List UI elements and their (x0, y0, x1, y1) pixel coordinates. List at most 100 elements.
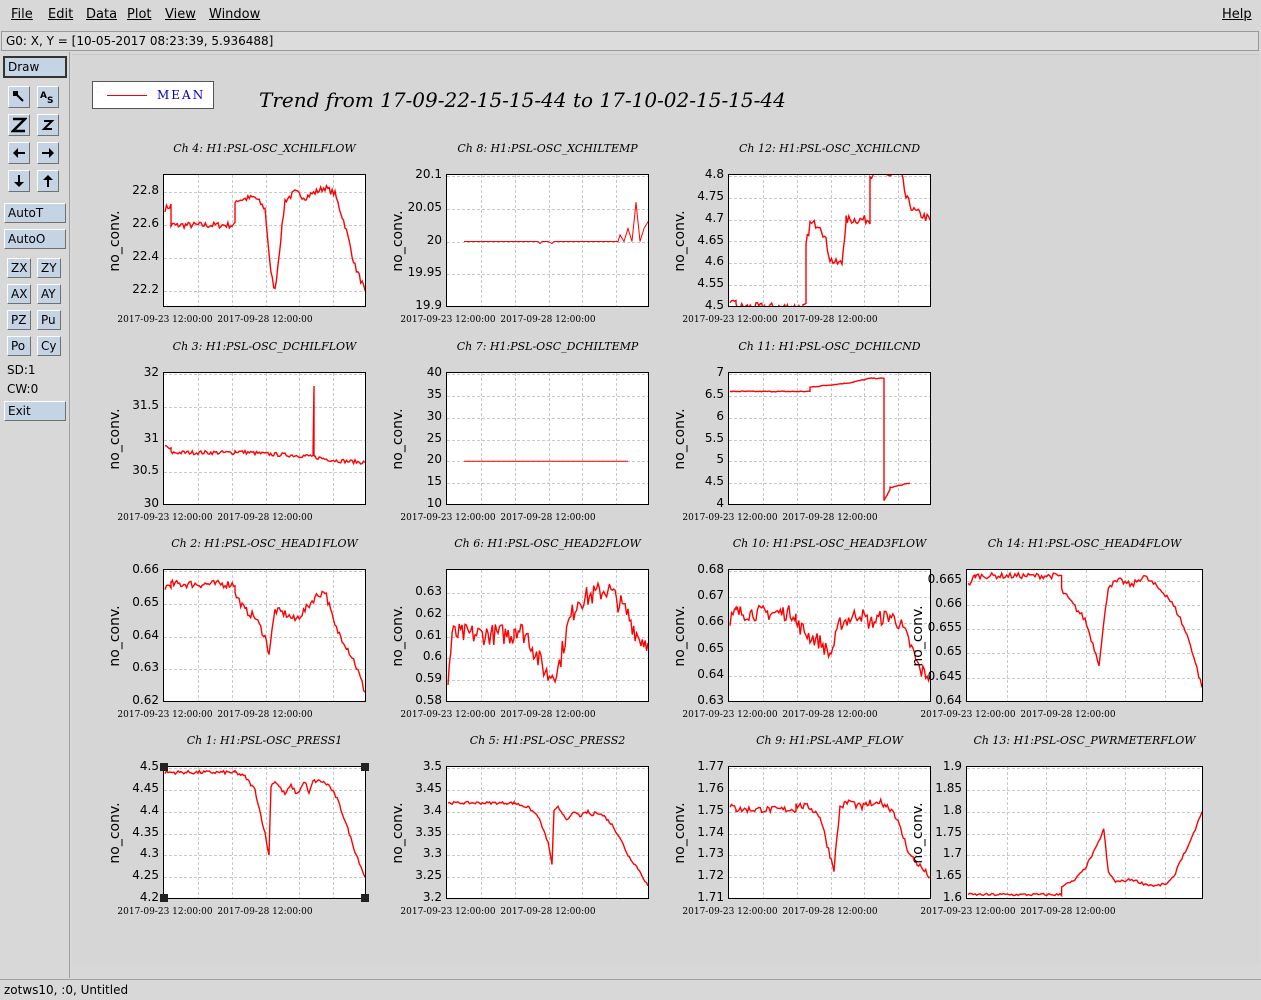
selection-handle (160, 894, 168, 902)
plot-frame (728, 372, 931, 505)
mean-trace (464, 202, 648, 245)
plot-frame (728, 174, 931, 307)
x-tick-label: 2017-09-28 12:00:00 (217, 315, 313, 325)
autot-button[interactable]: AutoT (4, 203, 66, 223)
pu-button[interactable]: Pu (37, 310, 61, 330)
zoom-z-small-icon[interactable] (37, 114, 59, 136)
y-tick-label: 4.65 (697, 232, 724, 247)
arrow-right-icon[interactable] (37, 142, 59, 164)
trend-plot (164, 373, 365, 504)
menu-help[interactable]: Help (1222, 7, 1252, 22)
menu-plot[interactable]: Plot (127, 7, 152, 22)
y-tick-label: 3.35 (415, 824, 442, 839)
x-tick-label: 2017-09-23 12:00:00 (682, 513, 778, 523)
arrow-up-icon[interactable] (37, 170, 59, 192)
y-tick-label: 32 (143, 365, 159, 379)
trend-plot (967, 767, 1202, 898)
mean-trace (164, 769, 365, 878)
plot-frame[interactable] (163, 766, 366, 899)
y-tick-label: 1.75 (697, 802, 724, 817)
menu-view[interactable]: View (165, 7, 196, 22)
y-tick-label: 4.2 (139, 890, 159, 904)
draw-button[interactable]: Draw (3, 56, 67, 78)
trend-plot (967, 570, 1202, 701)
y-tick-label: 4.4 (139, 802, 159, 817)
autoo-button[interactable]: AutoO (4, 229, 66, 249)
x-tick-label: 2017-09-23 12:00:00 (400, 315, 496, 325)
menu-edit[interactable]: Edit (48, 7, 73, 22)
y-tick-label: 1.72 (697, 868, 724, 883)
selection-handle (160, 763, 168, 771)
trend-plot (447, 175, 648, 306)
x-tick-label: 2017-09-23 12:00:00 (117, 907, 213, 917)
trend-plot (729, 570, 930, 701)
menu-data[interactable]: Data (86, 7, 117, 22)
x-tick-label: 2017-09-28 12:00:00 (1020, 710, 1116, 720)
y-tick-label: 1.73 (697, 846, 724, 861)
arrow-down-icon[interactable] (8, 170, 30, 192)
zy-button[interactable]: ZY (37, 258, 61, 278)
selection-handle (361, 894, 369, 902)
svg-text:A: A (40, 91, 47, 101)
y-tick-label: 1.77 (697, 759, 724, 773)
x-tick-label: 2017-09-23 12:00:00 (920, 710, 1016, 720)
menu-file[interactable]: File (11, 7, 33, 22)
panel-title: Ch 5: H1:PSL-OSC_PRESS2 (469, 734, 626, 747)
plot-frame (446, 372, 649, 505)
x-tick-label: 2017-09-23 12:00:00 (682, 315, 778, 325)
trend-plot (447, 767, 648, 898)
ay-button[interactable]: AY (37, 284, 61, 304)
y-tick-label: 0.62 (132, 693, 159, 707)
x-tick-label: 2017-09-23 12:00:00 (920, 907, 1016, 917)
y-tick-label: 4.45 (132, 780, 159, 795)
panel-title: Ch 1: H1:PSL-OSC_PRESS1 (186, 734, 343, 747)
y-tick-label: 5 (716, 452, 724, 467)
panel-title: Ch 2: H1:PSL-OSC_HEAD1FLOW (171, 537, 358, 550)
po-button[interactable]: Po (7, 336, 31, 356)
zx-button[interactable]: ZX (7, 258, 31, 278)
selection-handle (361, 763, 369, 771)
ax-button[interactable]: AX (7, 284, 31, 304)
y-tick-label: 0.62 (415, 605, 442, 620)
y-tick-label: 10 (426, 496, 442, 510)
y-tick-label: 1.65 (935, 868, 962, 883)
trend-plot (447, 373, 648, 504)
pz-button[interactable]: PZ (7, 310, 31, 330)
arrow-left-icon[interactable] (8, 142, 30, 164)
y-tick-label: 4.6 (704, 254, 724, 269)
y-tick-label: 1.9 (942, 759, 962, 773)
x-tick-label: 2017-09-28 12:00:00 (782, 710, 878, 720)
menu-data-label: Data (86, 7, 118, 22)
y-tick-label: 4.3 (139, 846, 159, 861)
y-tick-label: 3.5 (422, 759, 442, 773)
trend-plot (164, 175, 365, 306)
zoom-z-big-icon[interactable] (8, 114, 30, 136)
panel-title: Ch 13: H1:PSL-OSC_PWRMETERFLOW (973, 734, 1196, 747)
x-tick-label: 2017-09-28 12:00:00 (782, 513, 878, 523)
trend-plot (447, 570, 648, 701)
cy-button[interactable]: Cy (37, 336, 61, 356)
y-tick-label: 19.9 (415, 298, 442, 312)
menu-help-label: Help (1222, 7, 1252, 22)
trend-plot (164, 767, 365, 898)
y-tick-label: 4.5 (704, 298, 724, 312)
plot-frame (966, 569, 1203, 702)
y-tick-label: 7 (716, 365, 724, 379)
menu-window[interactable]: Window (209, 7, 260, 22)
y-tick-label: 20.05 (407, 199, 442, 214)
mean-trace (164, 578, 365, 693)
panel-title: Ch 7: H1:PSL-OSC_DCHILTEMP (456, 340, 639, 353)
zoom-icon[interactable] (8, 86, 30, 108)
y-tick-label: 3.4 (422, 802, 442, 817)
mean-trace (164, 385, 365, 466)
mean-trace (729, 796, 930, 879)
y-tick-label: 25 (426, 430, 442, 445)
exit-button[interactable]: Exit (4, 401, 66, 421)
y-tick-label: 4 (716, 496, 724, 510)
y-tick-label: 31.5 (132, 397, 159, 412)
y-tick-label: 4.7 (704, 210, 724, 225)
y-tick-label: 19.95 (407, 265, 442, 280)
legend-label: MEAN (157, 88, 206, 102)
mean-trace (729, 175, 930, 306)
